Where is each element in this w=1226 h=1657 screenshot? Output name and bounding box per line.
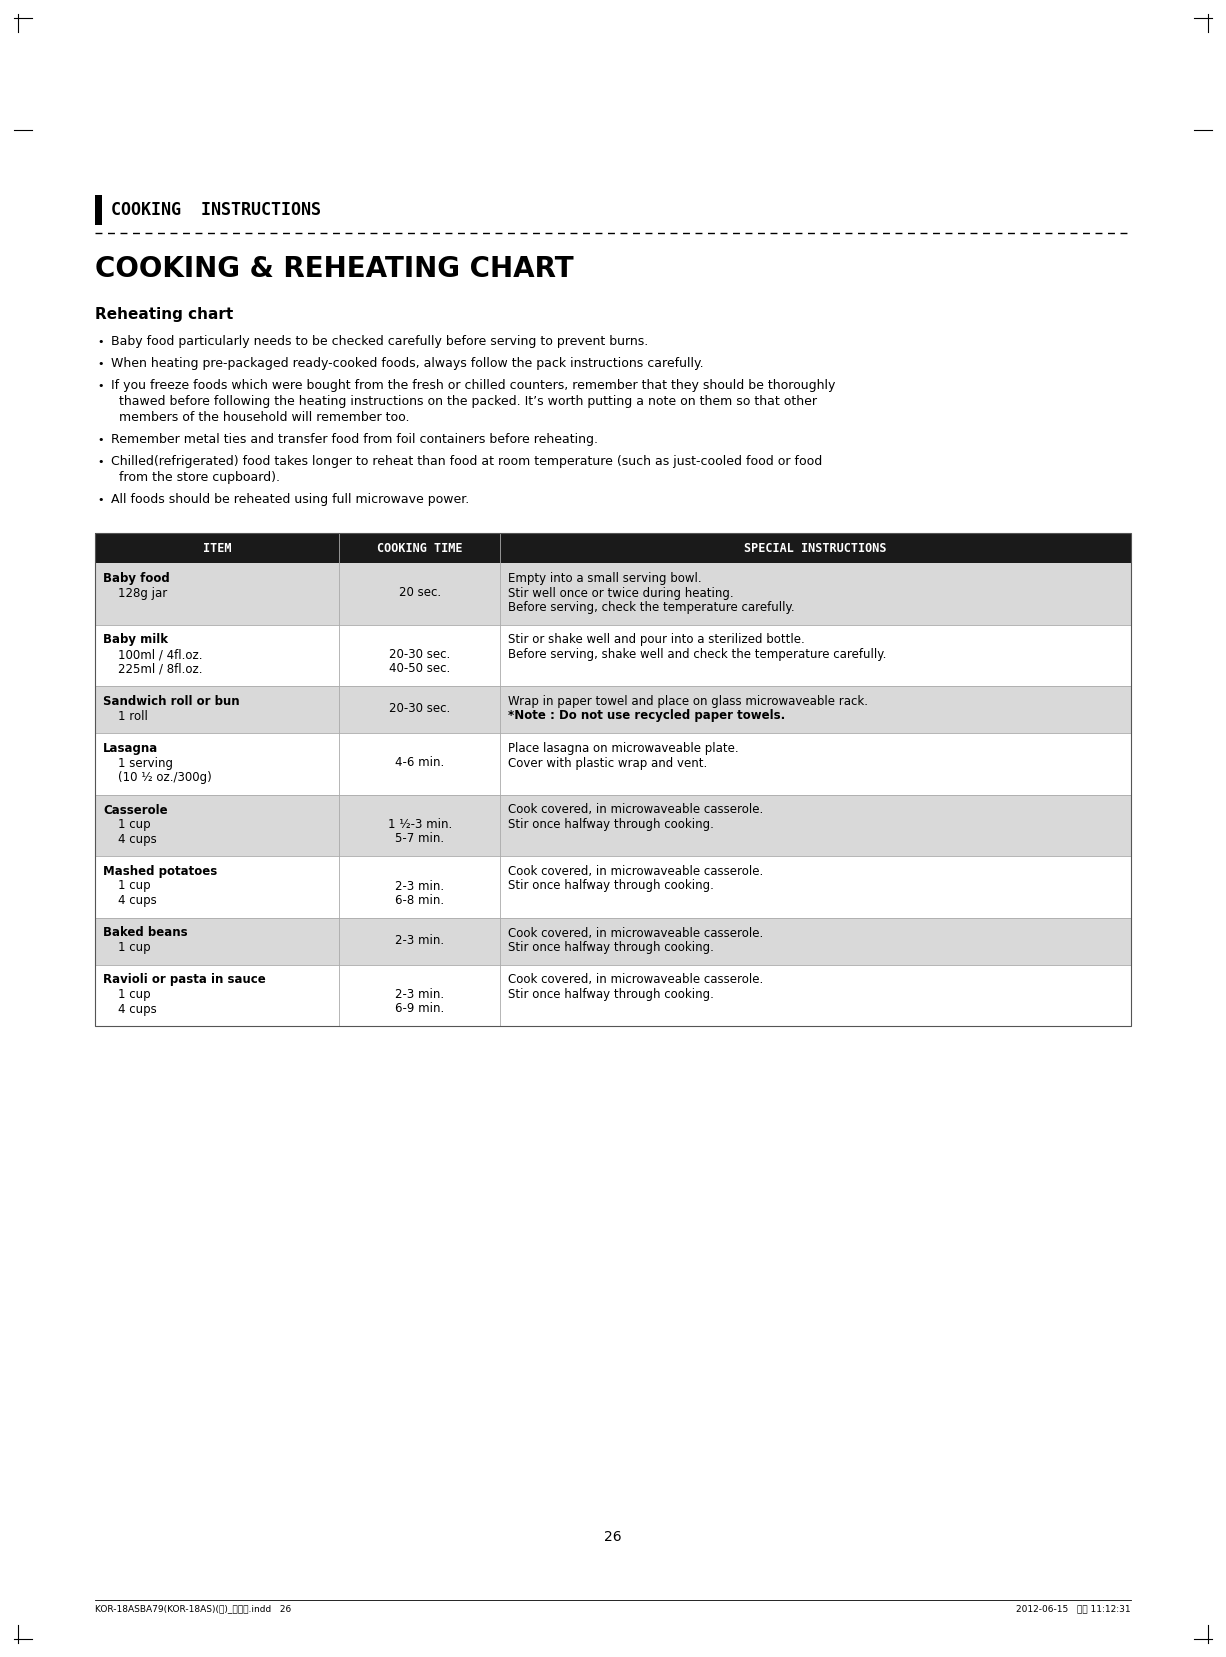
Bar [94, 794, 1132, 857]
Text: (10 ½ oz./300g): (10 ½ oz./300g) [103, 771, 212, 784]
Text: 6-8 min.: 6-8 min. [395, 895, 444, 906]
Text: Ravioli or pasta in sauce: Ravioli or pasta in sauce [103, 974, 266, 986]
Text: Reheating chart: Reheating chart [94, 307, 233, 321]
Bar [94, 196, 102, 225]
Text: Chilled(refrigerated) food takes longer to reheat than food at room temperature : Chilled(refrigerated) food takes longer … [112, 456, 823, 467]
Text: Stir once halfway through cooking.: Stir once halfway through cooking. [508, 880, 714, 893]
Text: •: • [97, 495, 103, 505]
Bar [94, 857, 1132, 918]
Bar [94, 918, 1132, 964]
Text: 1 ½-3 min.: 1 ½-3 min. [387, 819, 452, 832]
Bar [94, 686, 1132, 732]
Text: Cover with plastic wrap and vent.: Cover with plastic wrap and vent. [508, 757, 707, 769]
Text: members of the household will remember too.: members of the household will remember t… [112, 411, 409, 424]
Text: Cook covered, in microwaveable casserole.: Cook covered, in microwaveable casserole… [508, 865, 764, 878]
Text: 1 serving: 1 serving [103, 757, 173, 769]
Text: Cook covered, in microwaveable casserole.: Cook covered, in microwaveable casserole… [508, 804, 764, 817]
Text: Baked beans: Baked beans [103, 926, 188, 940]
Text: Place lasagna on microwaveable plate.: Place lasagna on microwaveable plate. [508, 742, 739, 756]
Text: Before serving, check the temperature carefully.: Before serving, check the temperature ca… [508, 601, 794, 615]
Text: Stir once halfway through cooking.: Stir once halfway through cooking. [508, 819, 714, 832]
Text: If you freeze foods which were bought from the fresh or chilled counters, rememb: If you freeze foods which were bought fr… [112, 379, 835, 393]
Bar [94, 534, 1132, 1026]
Text: 4-6 min.: 4-6 min. [395, 757, 444, 769]
Text: 40-50 sec.: 40-50 sec. [389, 663, 450, 676]
Text: KOR-18ASBA79(KOR-18AS)(영)_규격용.indd   26: KOR-18ASBA79(KOR-18AS)(영)_규격용.indd 26 [94, 1604, 292, 1612]
Text: 1 cup: 1 cup [103, 941, 151, 954]
Text: 20 sec.: 20 sec. [398, 587, 441, 600]
Text: Lasagna: Lasagna [103, 742, 158, 756]
Text: Casserole: Casserole [103, 804, 168, 817]
Text: 1 cup: 1 cup [103, 819, 151, 832]
Text: 5-7 min.: 5-7 min. [395, 832, 444, 845]
Text: 128g jar: 128g jar [103, 587, 167, 600]
Text: COOKING & REHEATING CHART: COOKING & REHEATING CHART [94, 255, 574, 283]
Text: 4 cups: 4 cups [103, 895, 157, 906]
Text: 100ml / 4fl.oz.: 100ml / 4fl.oz. [103, 648, 202, 661]
Text: Cook covered, in microwaveable casserole.: Cook covered, in microwaveable casserole… [508, 926, 764, 940]
Text: Baby food particularly needs to be checked carefully before serving to prevent b: Baby food particularly needs to be check… [112, 335, 649, 348]
Text: 4 cups: 4 cups [103, 832, 157, 845]
Bar [94, 732, 1132, 794]
Text: When heating pre-packaged ready-cooked foods, always follow the pack instruction: When heating pre-packaged ready-cooked f… [112, 356, 704, 370]
Bar [94, 964, 1132, 1026]
Text: *Note : Do not use recycled paper towels.: *Note : Do not use recycled paper towels… [508, 709, 786, 722]
Text: Stir once halfway through cooking.: Stir once halfway through cooking. [508, 941, 714, 954]
Text: Stir once halfway through cooking.: Stir once halfway through cooking. [508, 988, 714, 1001]
Text: COOKING  INSTRUCTIONS: COOKING INSTRUCTIONS [112, 200, 321, 219]
Text: 20-30 sec.: 20-30 sec. [389, 648, 450, 661]
Text: SPECIAL INSTRUCTIONS: SPECIAL INSTRUCTIONS [744, 542, 886, 555]
Text: from the store cupboard).: from the store cupboard). [112, 471, 280, 484]
Text: 2-3 min.: 2-3 min. [395, 935, 444, 946]
Text: Cook covered, in microwaveable casserole.: Cook covered, in microwaveable casserole… [508, 974, 764, 986]
Text: Before serving, shake well and check the temperature carefully.: Before serving, shake well and check the… [508, 648, 886, 661]
Text: 1 cup: 1 cup [103, 988, 151, 1001]
Text: All foods should be reheated using full microwave power.: All foods should be reheated using full … [112, 494, 470, 505]
Text: 2012-06-15   오전 11:12:31: 2012-06-15 오전 11:12:31 [1016, 1604, 1132, 1612]
Text: Mashed potatoes: Mashed potatoes [103, 865, 217, 878]
Text: 1 roll: 1 roll [103, 709, 148, 722]
Text: •: • [97, 360, 103, 370]
Text: Wrap in paper towel and place on glass microwaveable rack.: Wrap in paper towel and place on glass m… [508, 694, 868, 708]
Text: COOKING TIME: COOKING TIME [378, 542, 462, 555]
Text: 225ml / 8fl.oz.: 225ml / 8fl.oz. [103, 663, 202, 676]
Text: •: • [97, 457, 103, 467]
Text: Empty into a small serving bowl.: Empty into a small serving bowl. [508, 572, 701, 585]
Text: •: • [97, 336, 103, 346]
Text: Remember metal ties and transfer food from foil containers before reheating.: Remember metal ties and transfer food fr… [112, 432, 598, 446]
Bar [94, 625, 1132, 686]
Text: 4 cups: 4 cups [103, 1002, 157, 1016]
Text: Sandwich roll or bun: Sandwich roll or bun [103, 694, 239, 708]
Text: 2-3 min.: 2-3 min. [395, 988, 444, 1001]
Text: 26: 26 [604, 1529, 622, 1544]
Text: Stir or shake well and pour into a sterilized bottle.: Stir or shake well and pour into a steri… [508, 633, 804, 646]
Text: Baby milk: Baby milk [103, 633, 168, 646]
Text: Stir well once or twice during heating.: Stir well once or twice during heating. [508, 587, 733, 600]
Text: 6-9 min.: 6-9 min. [395, 1002, 444, 1016]
Bar [94, 534, 1132, 563]
Bar [94, 563, 1132, 625]
Text: 2-3 min.: 2-3 min. [395, 880, 444, 893]
Text: Baby food: Baby food [103, 572, 169, 585]
Text: •: • [97, 436, 103, 446]
Text: •: • [97, 381, 103, 391]
Text: ITEM: ITEM [204, 542, 232, 555]
Text: 1 cup: 1 cup [103, 880, 151, 893]
Text: 20-30 sec.: 20-30 sec. [389, 703, 450, 716]
Text: thawed before following the heating instructions on the packed. It’s worth putti: thawed before following the heating inst… [112, 394, 817, 408]
